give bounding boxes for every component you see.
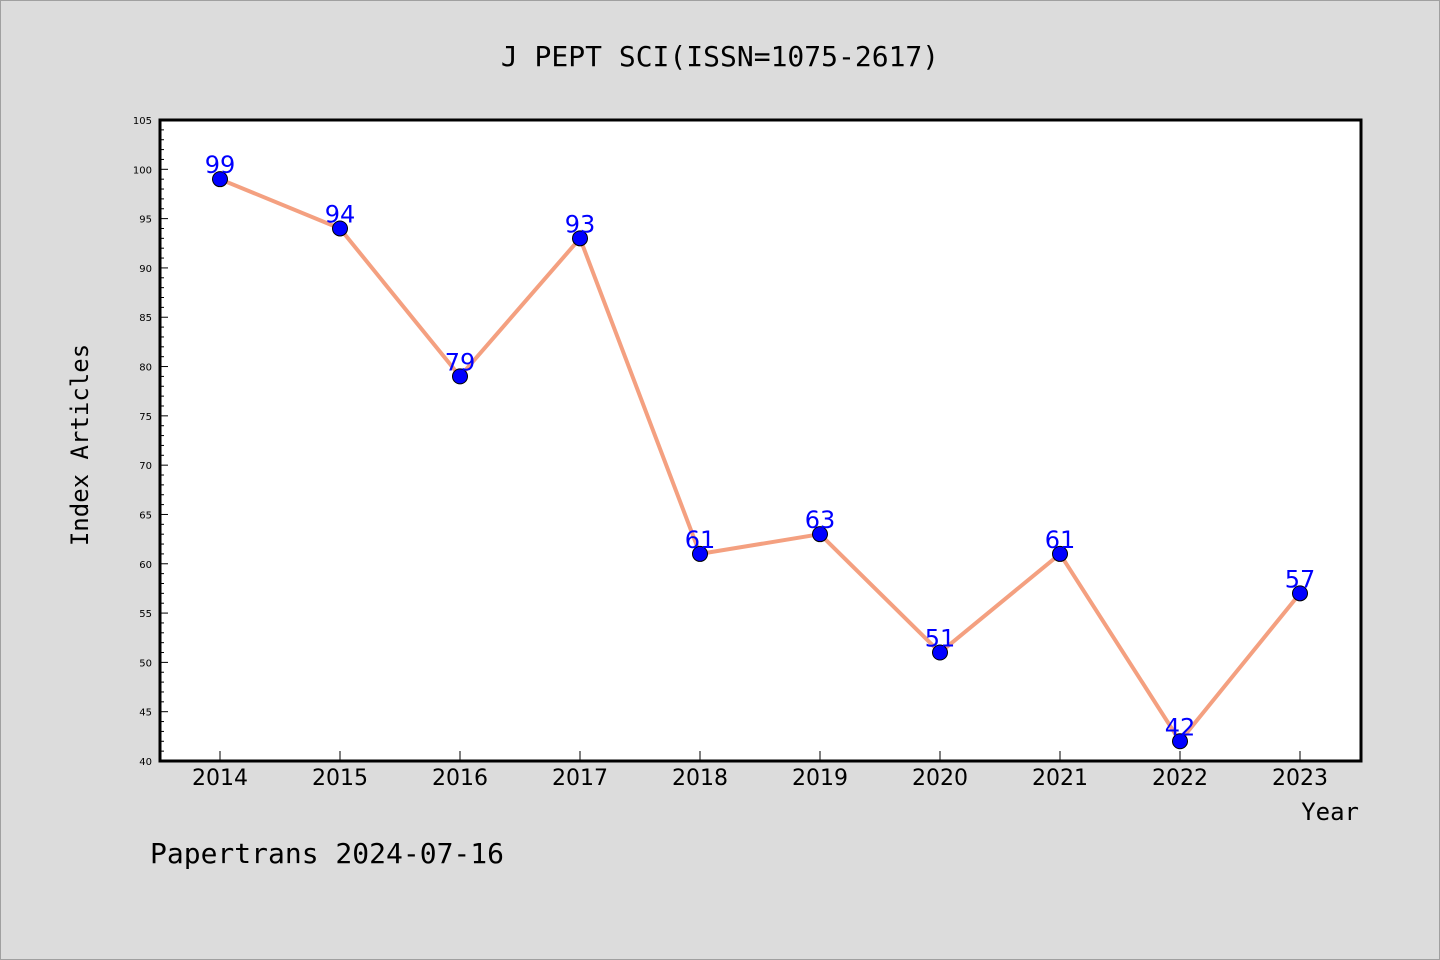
- series-line: [219, 177, 1302, 744]
- data-point: [1172, 733, 1188, 750]
- data-point: [692, 545, 708, 562]
- y-axis-ticks: 40 45 50 55 60 65 70 75 80 85 90 95 100 105: [133, 116, 168, 768]
- x-tick-label: 2023: [1272, 766, 1328, 791]
- y-tick-label: 100: [133, 165, 152, 176]
- y-tick-label: 65: [139, 510, 152, 521]
- series-line-group: [219, 177, 1302, 744]
- footer-watermark: Papertrans 2024-07-16: [150, 837, 504, 870]
- y-tick-label: 50: [139, 658, 152, 669]
- x-tick-label: 2016: [432, 766, 488, 791]
- data-label: 51: [925, 625, 956, 653]
- chart-title: J PEPT SCI(ISSN=1075-2617): [501, 40, 939, 73]
- x-axis-ticks: 2014 2015 2016 2017 2018 2019 2020 2021 2022 2023: [192, 751, 1328, 791]
- data-label: 42: [1165, 713, 1196, 741]
- x-tick-label: 2022: [1152, 766, 1208, 791]
- data-point: [932, 644, 948, 661]
- x-axis-title: Year: [1301, 798, 1359, 826]
- y-tick-label: 45: [139, 708, 152, 719]
- plot-area: [158, 118, 1363, 763]
- x-tick-label: 2014: [192, 766, 248, 791]
- y-tick-label: 85: [139, 313, 152, 324]
- x-tick-label: 2019: [792, 766, 848, 791]
- data-label: 57: [1285, 565, 1316, 593]
- data-point: [212, 171, 228, 188]
- y-tick-label: 70: [139, 461, 152, 472]
- data-label: 63: [805, 506, 836, 534]
- data-label: 61: [685, 526, 716, 554]
- y-tick-label: 40: [139, 757, 152, 768]
- y-tick-label: 60: [139, 560, 152, 571]
- data-label: 93: [565, 210, 596, 238]
- data-point: [572, 230, 588, 247]
- y-tick-label: 95: [139, 215, 152, 226]
- data-point: [452, 368, 468, 385]
- x-tick-label: 2018: [672, 766, 728, 791]
- data-point: [812, 526, 828, 543]
- data-point: [1292, 585, 1308, 602]
- data-labels: 99 94 79 93 61 63 51 61 42 57: [205, 151, 1316, 741]
- data-markers: [212, 171, 1308, 750]
- data-label: 79: [445, 348, 476, 376]
- data-label: 94: [325, 200, 356, 228]
- x-tick-label: 2015: [312, 766, 368, 791]
- x-tick-label: 2017: [552, 766, 608, 791]
- x-tick-label: 2020: [912, 766, 968, 791]
- data-label: 99: [205, 151, 236, 179]
- data-point: [332, 220, 348, 237]
- y-tick-label: 55: [139, 609, 152, 620]
- y-tick-label: 80: [139, 363, 152, 374]
- data-label: 61: [1045, 526, 1076, 554]
- y-axis-title: Index Articles: [66, 344, 94, 546]
- x-tick-label: 2021: [1032, 766, 1088, 791]
- y-tick-label: 90: [139, 264, 152, 275]
- y-tick-label: 75: [139, 412, 152, 423]
- y-tick-label: 105: [133, 116, 152, 127]
- data-point: [1052, 545, 1068, 562]
